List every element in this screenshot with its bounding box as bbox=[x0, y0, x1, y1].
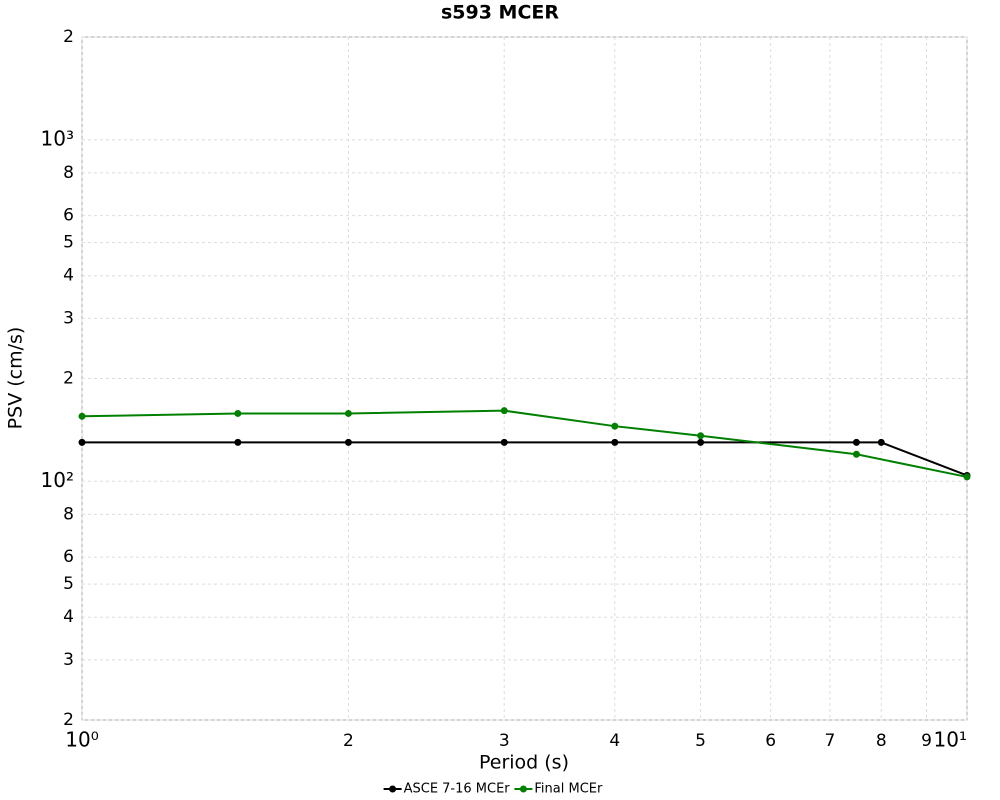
data-point bbox=[697, 432, 705, 440]
legend-label: ASCE 7-16 MCEr bbox=[404, 782, 511, 797]
y-tick-label: 6 bbox=[63, 206, 74, 226]
data-point bbox=[344, 438, 352, 446]
x-tick-label: 2 bbox=[343, 731, 354, 751]
chart-title: s593 MCER bbox=[441, 2, 559, 24]
legend-marker bbox=[389, 785, 397, 793]
x-tick-label: 8 bbox=[876, 731, 887, 751]
y-tick-label: 10² bbox=[41, 468, 74, 492]
data-point bbox=[852, 450, 860, 458]
data-point bbox=[697, 438, 705, 446]
data-point bbox=[611, 422, 619, 430]
y-tick-label: 2 bbox=[63, 27, 74, 47]
x-tick-label: 9 bbox=[921, 731, 932, 751]
y-tick-label: 6 bbox=[63, 547, 74, 567]
x-axis-label: Period (s) bbox=[479, 752, 569, 774]
y-tick-label: 8 bbox=[63, 504, 74, 524]
x-tick-label: 10¹ bbox=[934, 728, 967, 752]
data-point bbox=[611, 438, 619, 446]
x-tick-label: 4 bbox=[609, 731, 620, 751]
series-line bbox=[81, 409, 968, 478]
legend-marker bbox=[519, 785, 527, 793]
data-point bbox=[500, 438, 508, 446]
data-point bbox=[234, 438, 242, 446]
data-point bbox=[344, 409, 352, 417]
y-tick-label: 2 bbox=[63, 710, 74, 730]
y-tick-label: 5 bbox=[63, 233, 74, 253]
x-tick-label: 7 bbox=[824, 731, 835, 751]
legend-label: Final MCEr bbox=[534, 782, 603, 797]
y-axis-label: PSV (cm/s) bbox=[5, 327, 27, 430]
data-point bbox=[78, 438, 86, 446]
y-tick-label: 3 bbox=[63, 650, 74, 670]
x-tick-label: 3 bbox=[499, 731, 510, 751]
y-tick-label: 3 bbox=[63, 308, 74, 328]
data-point bbox=[78, 412, 86, 420]
y-tick-label: 2 bbox=[63, 369, 74, 389]
y-tick-label: 4 bbox=[63, 266, 74, 286]
x-tick-label: 5 bbox=[695, 731, 706, 751]
y-tick-label: 5 bbox=[63, 574, 74, 594]
data-point bbox=[234, 409, 242, 417]
data-point bbox=[963, 473, 971, 481]
x-tick-label: 6 bbox=[765, 731, 776, 751]
y-tick-label: 10³ bbox=[41, 126, 74, 150]
data-point bbox=[852, 438, 860, 446]
y-tick-label: 4 bbox=[63, 607, 74, 627]
x-tick-label: 10⁰ bbox=[65, 728, 98, 752]
data-point bbox=[877, 438, 885, 446]
series-line bbox=[82, 441, 968, 477]
data-point bbox=[500, 407, 508, 415]
y-tick-label: 8 bbox=[63, 163, 74, 183]
